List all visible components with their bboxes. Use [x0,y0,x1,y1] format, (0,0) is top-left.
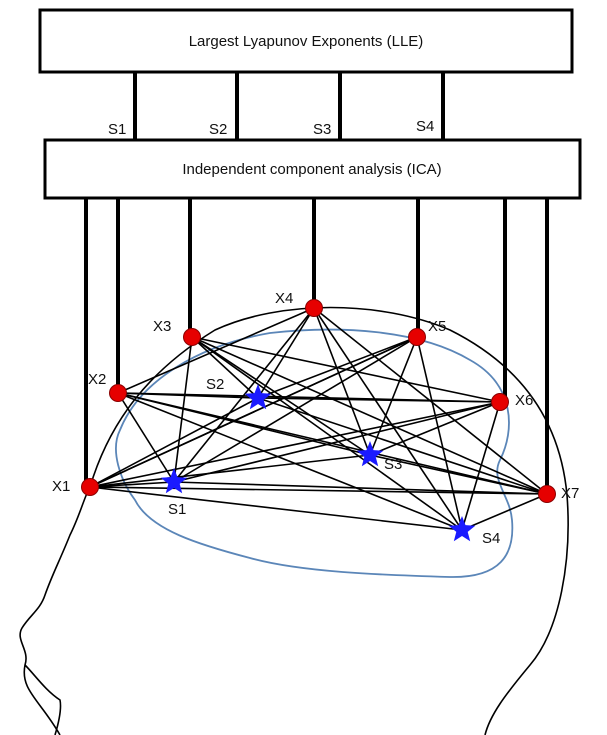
edge-x7-s3 [369,454,548,495]
edge-x5-s2 [257,336,418,399]
lle-box [38,8,574,74]
edge-x2-s1 [117,392,175,483]
edge-x6-s3 [369,401,501,456]
electrodes-group [81,299,556,503]
network-edges [89,307,548,531]
head-outline-chin [24,664,62,735]
edge-x2-s4 [117,392,463,531]
source-star-s2 [244,384,272,410]
edge-x2-s2 [117,392,259,399]
brain-outline [115,328,514,578]
ica-box [43,138,582,200]
edge-x5-x1 [89,336,418,488]
edge-x5-s4 [416,336,463,531]
electrode-label-x2: X2 [88,371,106,388]
electrode-label-x6: X6 [515,392,533,409]
edge-x7-s1 [173,481,548,495]
edge-x7-s2 [257,397,548,495]
channel-label-s3: S3 [313,121,331,138]
source-star-s4 [448,516,476,542]
edge-x3-s3 [191,336,371,456]
sources-group [160,384,476,542]
source-label-s4: S4 [482,530,500,547]
electrode-label-x3: X3 [153,318,171,335]
edge-x2-x4 [117,307,315,394]
edge-x3-s4 [191,336,463,531]
edge-x1-x7 [89,486,548,495]
source-label-s1: S1 [168,501,186,518]
electrode-dot-x6 [491,393,509,411]
edge-x3-s2 [191,336,259,399]
source-star-s3 [356,441,384,467]
electrode-dot-x2 [109,384,127,402]
edge-x2-s3 [117,392,371,456]
edge-x3-x7 [191,336,548,495]
electrode-dot-x5 [408,328,426,346]
electrode-label-x4: X4 [275,290,293,307]
edge-x4-s2 [257,307,315,399]
channel-label-s1: S1 [108,121,126,138]
electrode-dot-x1 [81,478,99,496]
edge-x1-x6 [89,401,501,488]
edge-x6-s4 [461,401,501,531]
electrode-dot-x3 [183,328,201,346]
edge-x3-s1 [173,336,193,483]
source-label-s2: S2 [206,376,224,393]
source-label-s3: S3 [384,456,402,473]
source-star-s1 [160,468,188,494]
edge-x1-s3 [89,454,371,488]
channel-label-s2: S2 [209,121,227,138]
electrode-label-x5: X5 [428,318,446,335]
electrode-label-x7: X7 [561,485,579,502]
edge-x1-s4 [89,486,463,531]
edge-x4-s1 [173,307,315,483]
edge-x6-s1 [173,401,501,483]
head-outline [19,306,569,735]
electrode-dot-x4 [305,299,323,317]
lle-box-label: Largest Lyapunov Exponents (LLE) [189,33,424,50]
edge-x7-s4 [461,493,548,531]
electrode-dot-x7 [538,485,556,503]
edge-x4-s4 [313,307,463,531]
edge-x5-s3 [369,336,418,456]
edge-x6-s2 [257,397,501,403]
ica-box-label: Independent component analysis (ICA) [182,161,441,178]
channel-label-s4: S4 [416,118,434,135]
electrode-label-x1: X1 [52,478,70,495]
edge-x5-s1 [173,336,418,483]
